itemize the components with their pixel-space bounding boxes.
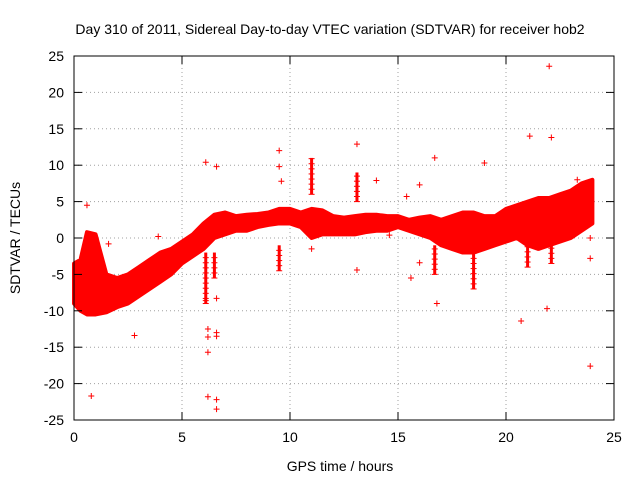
data-spike	[524, 245, 531, 268]
y-tick-label: -20	[44, 376, 64, 392]
data-spike	[353, 172, 360, 203]
y-tick-label: 25	[48, 48, 64, 64]
data-point	[518, 317, 525, 324]
data-point	[433, 300, 440, 307]
data-spike	[431, 245, 438, 275]
data-point	[213, 295, 220, 302]
data-point	[403, 193, 410, 200]
scatter-plot	[72, 63, 595, 413]
y-tick-label: 0	[56, 230, 64, 246]
data-spike	[308, 157, 315, 195]
data-point	[353, 267, 360, 274]
x-tick-label: 20	[498, 429, 514, 445]
y-tick-label: 5	[56, 194, 64, 210]
data-point	[213, 406, 220, 413]
data-point	[204, 334, 211, 341]
data-point	[278, 178, 285, 185]
data-point	[587, 363, 594, 370]
x-tick-label: 10	[282, 429, 298, 445]
y-tick-label: -5	[52, 266, 65, 282]
data-spike	[585, 179, 592, 203]
x-axis-label: GPS time / hours	[287, 458, 394, 474]
data-point	[308, 245, 315, 252]
data-point	[416, 181, 423, 188]
data-point	[407, 275, 414, 282]
data-point	[204, 326, 211, 332]
x-tick-label: 25	[606, 429, 622, 445]
data-point	[204, 393, 211, 400]
data-point	[353, 141, 360, 148]
data-spike	[470, 252, 477, 290]
data-point	[105, 240, 112, 247]
data-point	[481, 160, 488, 167]
data-spike	[548, 245, 555, 264]
data-point	[416, 259, 423, 266]
data-point	[204, 349, 211, 356]
data-point	[276, 163, 283, 170]
data-point	[587, 235, 594, 241]
data-point	[213, 396, 220, 403]
y-tick-label: 10	[48, 157, 64, 173]
data-point	[155, 233, 162, 240]
data-point	[213, 333, 220, 340]
y-axis-label: SDTVAR / TECUs	[7, 182, 23, 294]
data-point	[131, 332, 138, 339]
y-tick-label: -15	[44, 339, 64, 355]
data-point	[83, 202, 90, 209]
dense-data-band	[72, 177, 595, 317]
data-point	[213, 163, 220, 170]
data-spike	[202, 252, 209, 305]
data-point	[202, 159, 209, 166]
data-point	[546, 63, 553, 70]
data-point	[526, 133, 533, 140]
grid-lines	[74, 56, 614, 420]
data-point	[544, 305, 551, 312]
data-point	[373, 177, 380, 184]
data-spike	[211, 252, 218, 279]
x-tick-label: 0	[70, 429, 78, 445]
data-point	[386, 232, 393, 239]
data-spike	[276, 245, 283, 272]
data-point	[431, 154, 438, 161]
chart-title: Day 310 of 2011, Sidereal Day-to-day VTE…	[75, 21, 584, 37]
data-point	[574, 176, 581, 183]
data-point	[202, 297, 209, 304]
y-tick-label: -10	[44, 303, 64, 319]
y-tick-label: 20	[48, 84, 64, 100]
x-tick-label: 15	[390, 429, 406, 445]
y-tick-label: -25	[44, 412, 64, 428]
data-point	[587, 255, 594, 262]
data-point	[276, 147, 283, 154]
data-point	[88, 392, 95, 399]
y-tick-label: 15	[48, 121, 64, 137]
x-tick-label: 5	[178, 429, 186, 445]
axis-ticks: 0 5 10 15 20 25 -25 -20 -15 -10 -5 0 5 10 15 20 25	[44, 48, 622, 445]
data-point	[548, 134, 555, 141]
